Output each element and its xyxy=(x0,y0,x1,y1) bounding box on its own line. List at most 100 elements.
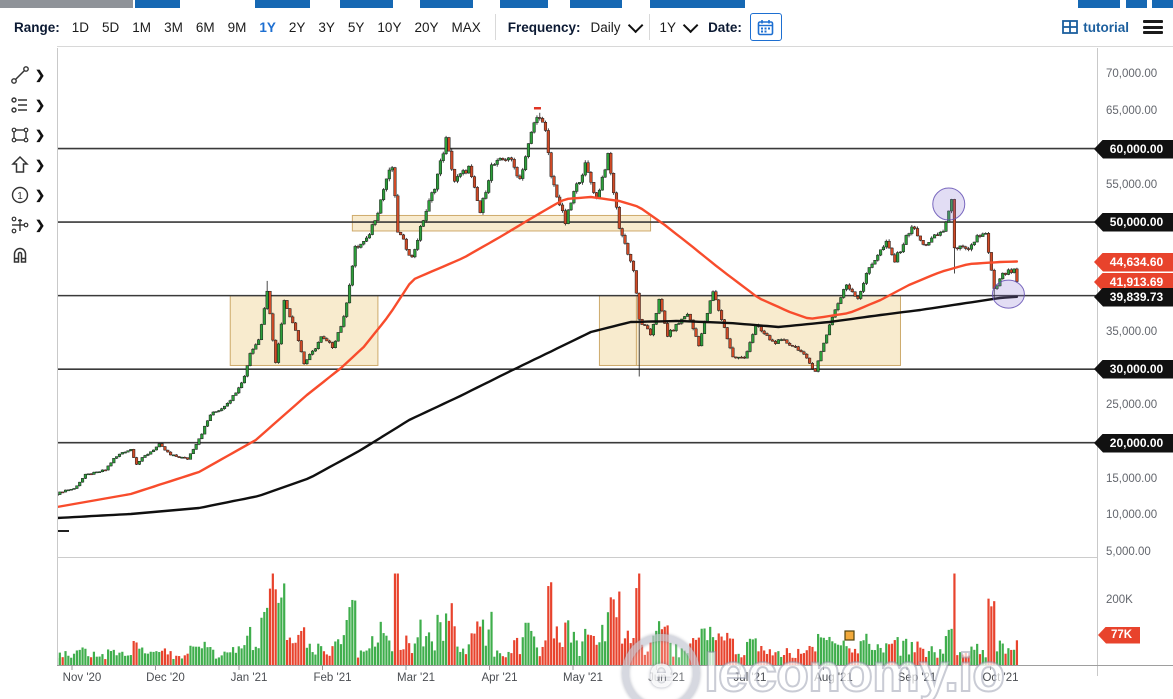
volume-bar xyxy=(169,651,172,665)
cutoff-button[interactable] xyxy=(650,0,745,8)
volume-bar xyxy=(998,640,1001,665)
volume-bar xyxy=(58,652,61,665)
volume-bar xyxy=(453,626,456,665)
magnet-tool[interactable] xyxy=(0,240,57,270)
indicator-tool[interactable]: ❯ xyxy=(0,210,57,240)
price-axis-label: 25,000.00 xyxy=(1106,399,1158,411)
range-option-5y[interactable]: 5Y xyxy=(347,19,365,35)
range-option-1y[interactable]: 1Y xyxy=(259,19,276,35)
candle-body xyxy=(481,198,485,213)
volume-bar xyxy=(249,626,252,665)
cutoff-button[interactable] xyxy=(1078,0,1120,8)
fibonacci-tool[interactable]: ❯ xyxy=(0,90,57,120)
volume-bar xyxy=(831,641,834,665)
cutoff-button[interactable] xyxy=(420,0,473,8)
candle-body xyxy=(935,234,939,236)
range-option-10y[interactable]: 10Y xyxy=(377,19,402,35)
range-option-3m[interactable]: 3M xyxy=(164,19,183,35)
volume-bar xyxy=(391,651,394,665)
volume-bar xyxy=(561,646,564,665)
candle-body xyxy=(265,290,269,309)
candle-body xyxy=(631,260,636,271)
volume-bar xyxy=(388,640,391,665)
cutoff-button[interactable] xyxy=(570,0,622,8)
candle-body xyxy=(663,310,667,324)
volume-bar xyxy=(67,655,70,665)
range-option-1d[interactable]: 1D xyxy=(71,19,90,35)
volume-bar xyxy=(135,642,138,665)
candle-body xyxy=(382,189,386,201)
volume-bar xyxy=(950,628,953,665)
price-chart-canvas[interactable] xyxy=(0,45,1173,699)
frequency-dropdown[interactable]: Daily xyxy=(591,17,643,35)
volume-bar xyxy=(959,652,962,665)
cutoff-button[interactable] xyxy=(500,0,548,8)
volume-bar xyxy=(754,638,757,665)
candle-body xyxy=(739,356,743,359)
rectangle-tool[interactable]: ❯ xyxy=(0,120,57,150)
chevron-down-icon xyxy=(627,17,643,33)
range-option-5d[interactable]: 5D xyxy=(102,19,120,35)
price-axis-label: 65,000.00 xyxy=(1106,105,1158,117)
volume-bar xyxy=(859,641,862,665)
volume-bar xyxy=(964,652,967,665)
range-option-3y[interactable]: 3Y xyxy=(318,19,335,35)
candle-body xyxy=(254,344,258,350)
candle-body xyxy=(603,169,607,178)
range-option-20y[interactable]: 20Y xyxy=(414,19,439,35)
cutoff-button[interactable] xyxy=(135,0,180,8)
cutoff-button[interactable] xyxy=(1126,0,1147,8)
range-option-max[interactable]: MAX xyxy=(451,19,481,35)
line-value-tag: 60,000.00 xyxy=(1094,139,1173,159)
candle-body xyxy=(524,156,528,170)
arrow-annotation-tool[interactable]: ❯ xyxy=(0,150,57,180)
candle-body xyxy=(359,243,363,248)
cutoff-button[interactable] xyxy=(340,0,393,8)
ellipse-annotation xyxy=(991,279,1025,309)
candle-body xyxy=(862,283,866,292)
cutoff-button[interactable] xyxy=(1152,0,1173,8)
candle-body xyxy=(194,444,198,450)
volume-bar xyxy=(175,655,178,665)
date-picker-button[interactable] xyxy=(749,13,782,41)
volume-bar xyxy=(544,640,547,665)
chevron-right-icon: ❯ xyxy=(35,98,46,112)
menu-icon[interactable] xyxy=(1143,20,1163,34)
candle-body xyxy=(137,460,141,465)
volume-bar xyxy=(334,641,337,665)
volume-bar xyxy=(746,641,749,665)
volume-bar xyxy=(178,656,181,665)
volume-bar xyxy=(260,617,263,665)
candle-body xyxy=(657,299,661,314)
candle-body xyxy=(853,291,857,297)
tutorial-link[interactable]: tutorial xyxy=(1062,20,1129,35)
volume-bar xyxy=(217,657,220,665)
cutoff-button[interactable] xyxy=(0,0,133,8)
range-option-9m[interactable]: 9M xyxy=(227,19,247,35)
range-option-2y[interactable]: 2Y xyxy=(288,19,306,35)
chevron-right-icon: ❯ xyxy=(35,188,46,202)
volume-bar xyxy=(220,655,223,665)
candle-body xyxy=(441,153,445,161)
candle-body xyxy=(893,254,897,263)
candle-body xyxy=(294,322,298,331)
candle-body xyxy=(444,137,448,155)
candle-body xyxy=(958,245,962,250)
volume-bar xyxy=(132,641,135,665)
volume-bar xyxy=(229,652,232,665)
volume-bar xyxy=(112,649,115,665)
volume-bar xyxy=(760,646,763,665)
price-axis-label: 70,000.00 xyxy=(1106,68,1158,80)
candle-body xyxy=(580,174,584,183)
volume-bar xyxy=(726,632,729,665)
price-value-tag: 41,913.69 xyxy=(1094,272,1173,292)
range-option-1m[interactable]: 1M xyxy=(132,19,152,35)
duration-dropdown[interactable]: 1Y xyxy=(660,17,699,35)
cutoff-button[interactable] xyxy=(255,0,310,8)
number-annotation-tool[interactable]: 1 ❯ xyxy=(0,180,57,210)
range-option-6m[interactable]: 6M xyxy=(195,19,215,35)
trendline-tool[interactable]: ❯ xyxy=(0,60,57,90)
volume-bar xyxy=(72,653,76,665)
volume-bar xyxy=(550,582,553,665)
